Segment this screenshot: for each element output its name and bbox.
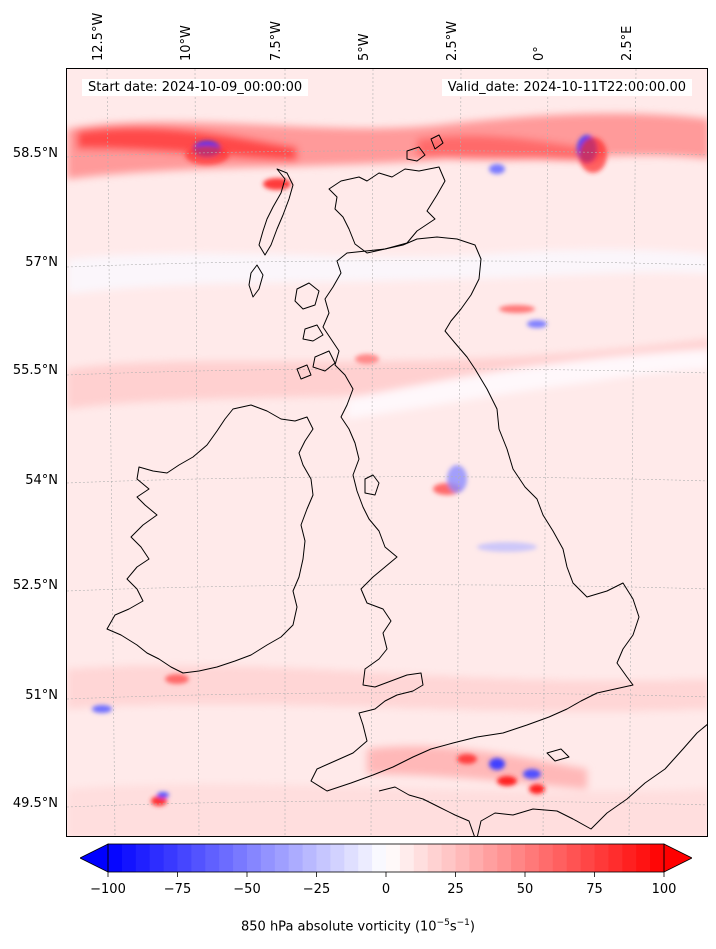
colorbar-segment bbox=[455, 844, 470, 872]
cb-tick-label-75: 75 bbox=[586, 882, 603, 897]
colorbar-segment bbox=[274, 844, 290, 872]
coast-ireland bbox=[106, 404, 314, 674]
vorticity-features bbox=[92, 135, 607, 806]
colorbar-segment bbox=[608, 844, 623, 872]
lat-label-58-5n: 58.5°N bbox=[12, 146, 58, 161]
colorbar-segment bbox=[177, 844, 192, 872]
cb-tick-label-neg100: −100 bbox=[90, 882, 126, 897]
colorbar-segments bbox=[108, 844, 665, 872]
field-background bbox=[67, 69, 707, 836]
colorbar-segment bbox=[580, 844, 595, 872]
graticule bbox=[67, 69, 707, 836]
colorbar-segment bbox=[163, 844, 178, 872]
colorbar bbox=[80, 843, 692, 877]
start-date-label: Start date: 2024-10-09_00:00:00 bbox=[82, 79, 309, 96]
colorbar-segment bbox=[121, 844, 137, 872]
lat-label-52-5n: 52.5°N bbox=[12, 578, 58, 593]
colorbar-segment bbox=[441, 844, 456, 872]
lon-label-10w: 10°W bbox=[179, 25, 194, 61]
vorticity-field-bands bbox=[67, 113, 707, 836]
colorbar-segment bbox=[260, 844, 276, 872]
colorbar-segment bbox=[469, 844, 484, 872]
lon-label-2-5w: 2.5°W bbox=[445, 20, 460, 61]
colorbar-segment bbox=[372, 844, 387, 872]
cb-tick-label-100: 100 bbox=[651, 882, 677, 897]
cb-tick-label-neg50: −50 bbox=[233, 882, 261, 897]
colorbar-segment bbox=[511, 844, 526, 872]
map-canvas bbox=[67, 69, 707, 836]
colorbar-segment bbox=[219, 844, 234, 872]
lat-label-54n: 54°N bbox=[25, 473, 58, 488]
colorbar-segment bbox=[108, 844, 123, 872]
cb-tick-label-25: 25 bbox=[447, 882, 464, 897]
lon-label-2-5e: 2.5°E bbox=[620, 25, 635, 61]
colorbar-segment bbox=[135, 844, 151, 872]
lon-label-12-5w: 12.5°W bbox=[91, 12, 106, 61]
colorbar-segment bbox=[427, 844, 443, 872]
colorbar-segment bbox=[358, 844, 373, 872]
colorbar-segment bbox=[288, 844, 304, 872]
colorbar-segment bbox=[191, 844, 206, 872]
colorbar-segment bbox=[497, 844, 512, 872]
colorbar-segment bbox=[622, 844, 637, 872]
colorbar-segment bbox=[594, 844, 609, 872]
colorbar-segment bbox=[316, 844, 331, 872]
lon-label-5w: 5°W bbox=[357, 33, 372, 61]
colorbar-segment bbox=[650, 844, 665, 872]
colorbar-segment bbox=[302, 844, 317, 872]
colorbar-segment bbox=[566, 844, 582, 872]
lat-label-55-5n: 55.5°N bbox=[12, 363, 58, 378]
cb-tick-label-50: 50 bbox=[516, 882, 534, 897]
colorbar-segment bbox=[483, 844, 498, 872]
lon-label-0: 0° bbox=[532, 46, 547, 61]
coastlines bbox=[106, 134, 707, 836]
colorbar-extend-min bbox=[80, 843, 109, 873]
colorbar-segment bbox=[636, 844, 651, 872]
valid-date-label: Valid_date: 2024-10-11T22:00:00.00 bbox=[441, 79, 692, 96]
coast-france bbox=[476, 724, 707, 836]
cb-tick-label-neg75: −75 bbox=[163, 882, 192, 897]
colorbar-segment bbox=[413, 844, 429, 872]
lat-label-51n: 51°N bbox=[25, 688, 58, 703]
cb-tick-label-neg25: −25 bbox=[302, 882, 331, 897]
colorbar-segment bbox=[538, 844, 554, 872]
colorbar-title: 850 hPa absolute vorticity (10−5s−1) bbox=[241, 918, 475, 935]
lat-label-57n: 57°N bbox=[25, 255, 58, 270]
colorbar-tick-marks bbox=[107, 872, 665, 877]
coast-great-britain bbox=[328, 166, 446, 254]
colorbar-segment bbox=[330, 844, 345, 872]
colorbar-segment bbox=[552, 844, 568, 872]
colorbar-extend-max bbox=[663, 843, 692, 873]
colorbar-segment bbox=[233, 844, 248, 872]
vorticity-map: Start date: 2024-10-09_00:00:00 Valid_da… bbox=[66, 68, 708, 837]
cb-tick-label-0: 0 bbox=[381, 882, 391, 897]
colorbar-segment bbox=[525, 844, 540, 872]
colorbar-segment bbox=[399, 844, 415, 872]
lat-label-49-5n: 49.5°N bbox=[12, 796, 58, 811]
colorbar-segment bbox=[149, 844, 165, 872]
colorbar-segment bbox=[386, 844, 401, 872]
colorbar-segment bbox=[344, 844, 359, 872]
lon-label-7-5w: 7.5°W bbox=[269, 20, 284, 61]
coast-isle-of-man bbox=[364, 474, 380, 496]
colorbar-segment bbox=[247, 844, 262, 872]
colorbar-segment bbox=[205, 844, 220, 872]
